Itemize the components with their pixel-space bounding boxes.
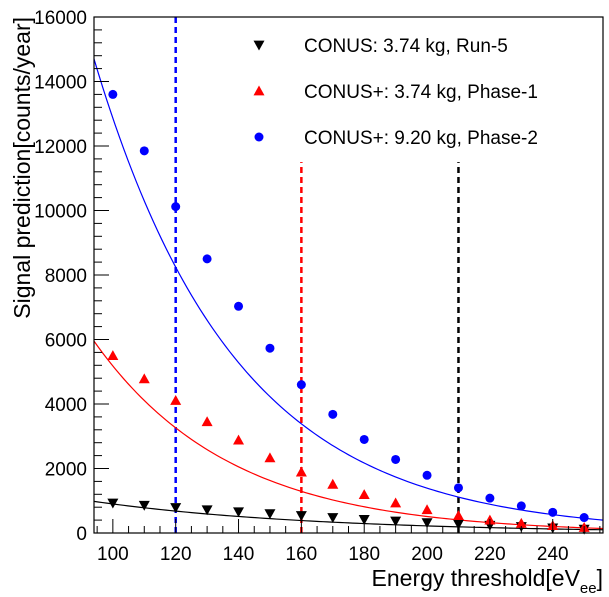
data-point <box>421 504 433 515</box>
data-point <box>359 434 369 444</box>
data-point <box>201 416 213 427</box>
fit-curve <box>93 58 604 521</box>
data-point <box>265 343 275 353</box>
data-point <box>107 498 119 509</box>
data-point <box>358 489 370 500</box>
legend-entry: CONUS+: 3.74 kg, Phase-1 <box>304 82 538 103</box>
data-point <box>233 434 245 445</box>
y-axis-label: Signal prediction[counts/year] <box>9 17 35 319</box>
x-tick-label: 120 <box>160 544 192 565</box>
legend-entry: CONUS: 3.74 kg, Run-5 <box>304 36 508 57</box>
data-point <box>234 301 244 311</box>
data-points <box>107 89 590 535</box>
x-tick-label: 160 <box>286 544 318 565</box>
y-tick-label: 12000 <box>34 137 87 158</box>
data-point <box>295 511 307 522</box>
data-point <box>233 507 245 518</box>
axis-ticks: 100 120 140 160 180 200 220 240 0 2000 4000 6000 800… <box>34 8 601 565</box>
data-point <box>138 373 150 384</box>
data-point <box>138 500 150 511</box>
data-point <box>170 503 182 514</box>
data-point <box>452 519 464 530</box>
data-point <box>485 493 495 503</box>
data-point <box>390 497 402 508</box>
y-tick-label: 0 <box>76 524 87 545</box>
legend-marker <box>254 132 264 142</box>
legend-marker <box>253 40 265 51</box>
data-point <box>422 470 432 480</box>
data-point <box>328 409 338 419</box>
y-tick-label: 2000 <box>45 460 87 481</box>
fit-curve <box>93 500 604 531</box>
data-point <box>171 202 181 212</box>
y-tick-label: 14000 <box>34 73 87 94</box>
x-axis-label: Energy threshold[eVee] <box>372 565 603 597</box>
y-tick-label: 4000 <box>45 395 87 416</box>
data-point <box>108 89 118 99</box>
data-point <box>548 507 558 517</box>
x-axis-label-sub: ee <box>580 580 597 597</box>
data-point <box>202 254 212 264</box>
y-tick-label: 6000 <box>45 331 87 352</box>
data-point <box>107 350 119 361</box>
legend-marker <box>253 85 265 96</box>
data-point <box>452 510 464 520</box>
y-tick-label: 10000 <box>34 202 87 223</box>
x-tick-label: 240 <box>537 544 569 565</box>
x-tick-label: 140 <box>223 544 255 565</box>
data-point <box>295 466 307 477</box>
data-point <box>327 513 339 524</box>
data-point <box>453 483 463 493</box>
data-point <box>264 452 276 463</box>
data-point <box>264 509 276 520</box>
fit-curve <box>93 340 604 530</box>
y-tick-label: 8000 <box>45 266 87 287</box>
x-tick-label: 220 <box>474 544 506 565</box>
data-point <box>515 517 527 528</box>
x-tick-label: 180 <box>348 544 380 565</box>
x-axis-label-main: Energy threshold[eV <box>372 565 581 591</box>
x-tick-label: 100 <box>97 544 129 565</box>
data-point <box>327 478 339 489</box>
legend: CONUS: 3.74 kg, Run-5 CONUS+: 3.74 kg, Ph… <box>253 36 538 149</box>
data-point <box>201 505 213 516</box>
data-point <box>391 454 401 464</box>
x-axis-label-close: ] <box>597 565 603 591</box>
legend-entry: CONUS+: 9.20 kg, Phase-2 <box>304 128 538 149</box>
x-tick-label: 200 <box>411 544 443 565</box>
data-point <box>579 513 589 523</box>
data-point <box>170 394 182 405</box>
data-point <box>390 516 402 527</box>
data-point <box>516 501 526 511</box>
data-point <box>139 146 149 156</box>
data-point <box>296 380 306 390</box>
y-tick-label: 16000 <box>34 8 87 29</box>
